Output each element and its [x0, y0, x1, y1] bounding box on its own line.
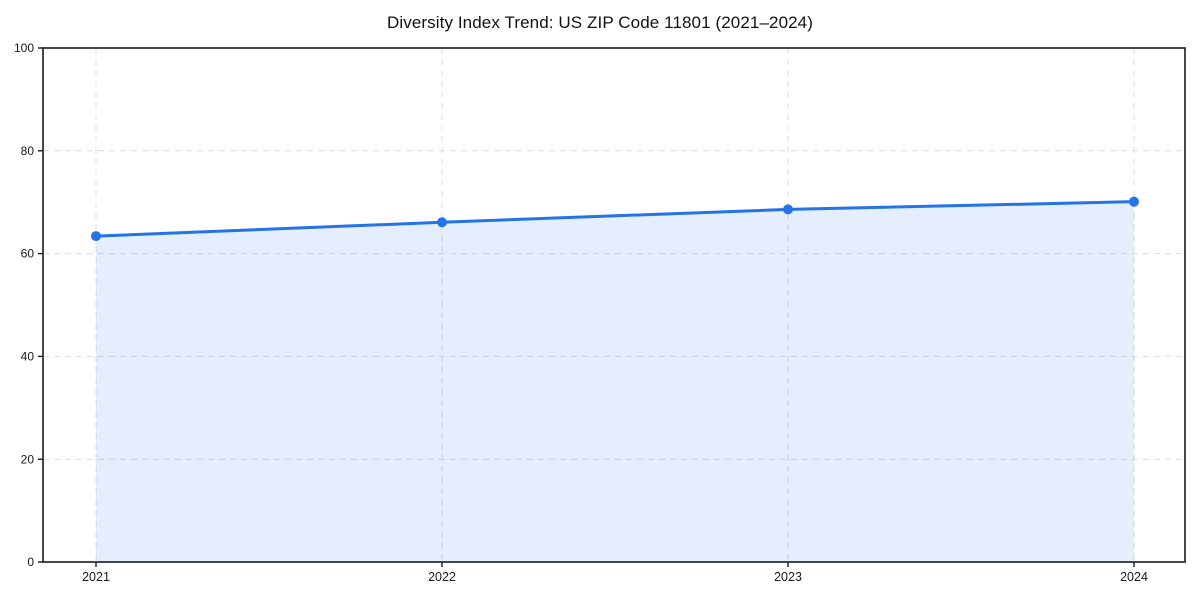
data-point-2022: [437, 217, 447, 228]
x-tick-label: 2022: [428, 570, 456, 584]
y-tick-label: 40: [21, 349, 35, 363]
y-tick-label: 80: [21, 144, 35, 158]
plot-border: [42, 47, 1186, 563]
trend-line: [94, 200, 1136, 238]
chart-title: Diversity Index Trend: US ZIP Code 11801…: [386, 13, 814, 32]
x-tick-label: 2024: [1120, 570, 1148, 584]
y-tick-label: 60: [21, 247, 35, 261]
x-tick-label: 2023: [774, 570, 802, 584]
data-point-2024: [1129, 196, 1139, 207]
x-tick-label: 2021: [82, 570, 110, 584]
data-point-2023: [783, 204, 793, 215]
data-point-2021: [91, 231, 101, 242]
y-tick-label: 100: [14, 41, 34, 55]
area-fill: [96, 201, 1134, 562]
y-tick-label: 0: [27, 555, 34, 569]
y-tick-label: 20: [21, 452, 35, 466]
